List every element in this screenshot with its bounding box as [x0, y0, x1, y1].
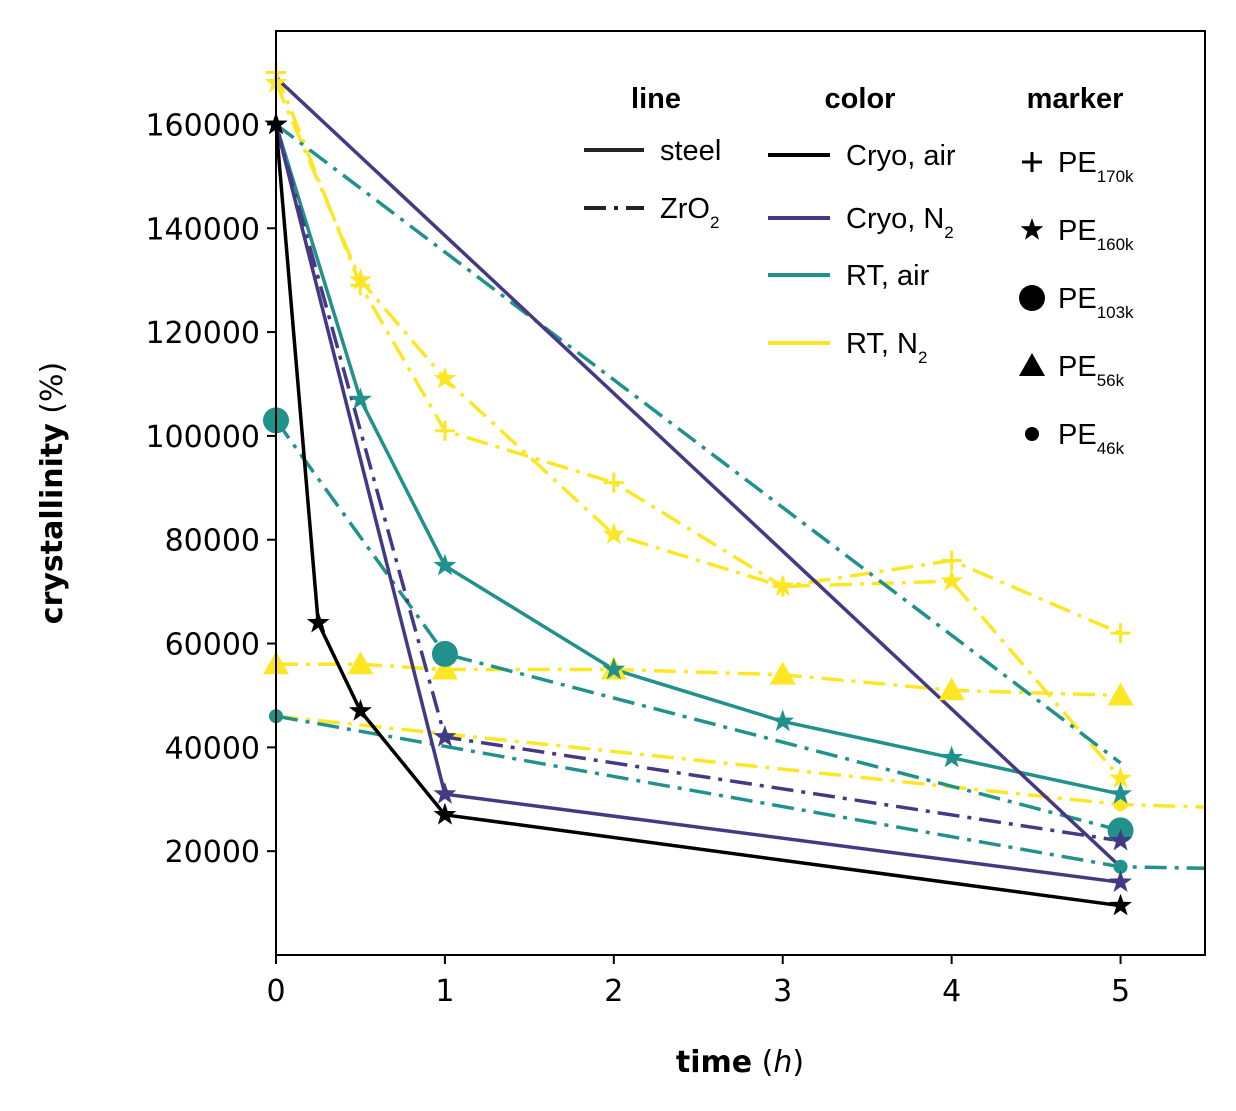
series-2-point [349, 268, 372, 290]
x-axis-ticks: 0 1 2 3 4 5 [266, 955, 1130, 1009]
legend-color-label: Cryo, N2 [846, 203, 954, 242]
series-6-point [940, 745, 963, 768]
series-3-point [347, 651, 374, 675]
x-tick-label: 1 [435, 974, 454, 1009]
series-6-point [771, 709, 795, 732]
x-axis-label: time (h) [676, 1045, 804, 1080]
series-line-2 [274, 82, 1122, 780]
series-7-point [431, 640, 458, 667]
y-tick-label: 40000 [165, 731, 260, 766]
series-12-point [349, 699, 372, 721]
series-12-point [1109, 893, 1132, 916]
series-line-12 [274, 124, 1121, 908]
series-2-point [602, 522, 626, 545]
y-tick-label: 20000 [165, 835, 260, 870]
series-line-8 [275, 714, 1206, 871]
legend-marker-swatch [1020, 218, 1044, 240]
y-tick-label: 100000 [145, 420, 260, 455]
legend-color-label: Cryo, air [846, 140, 956, 172]
series-3-point [938, 677, 965, 701]
series-6-point [1109, 782, 1132, 804]
series-10-point [433, 782, 457, 804]
series-12-point [433, 802, 457, 825]
legend-marker-swatch [1019, 285, 1045, 311]
series-2-point [940, 569, 963, 591]
series-1-point [941, 550, 962, 571]
legend-marker-swatch [1019, 353, 1045, 376]
series-1-point [603, 472, 624, 493]
legend-line-label: steel [660, 135, 721, 167]
legend-marker-label: PE103k [1058, 283, 1134, 322]
series-12-point [306, 610, 330, 633]
series-11-point [1109, 828, 1132, 851]
series-11-point [433, 725, 457, 747]
legend-header-marker: marker [1027, 83, 1124, 115]
legend-color-label: RT, N2 [846, 328, 927, 367]
legend-marker-label: PE56k [1058, 351, 1125, 390]
series-1-point [1110, 623, 1131, 644]
series-2-point [433, 366, 457, 389]
series-6-point [349, 387, 372, 410]
plot-frame [275, 30, 1206, 956]
series-line-7 [274, 419, 1121, 833]
series-3-point [431, 656, 458, 680]
series-2-point [771, 574, 795, 597]
plot-markers [263, 62, 1134, 916]
legend-header-color: color [825, 83, 896, 115]
x-tick-label: 5 [1111, 974, 1130, 1009]
series-line-9 [274, 76, 1122, 869]
plot-lines [274, 71, 1206, 908]
legend-marker-label: PE170k [1058, 147, 1134, 186]
legend-color-label: RT, air [846, 260, 930, 292]
series-6-point [602, 657, 626, 680]
y-tick-label: 140000 [145, 212, 260, 247]
series-2-point [1109, 766, 1132, 789]
x-tick-label: 2 [604, 974, 623, 1009]
x-tick-label: 3 [773, 974, 792, 1009]
y-tick-label: 60000 [165, 628, 260, 663]
legend: line steel ZrO2 color Cryo, air Cryo, N2 RT, a… [584, 83, 1134, 458]
legend-marker-label: PE160k [1058, 215, 1134, 254]
y-tick-label: 80000 [165, 524, 260, 559]
series-3-point [1107, 682, 1134, 706]
y-tick-label: 120000 [145, 316, 260, 351]
series-line-10 [274, 123, 1121, 885]
series-8-point [1113, 859, 1128, 874]
y-axis-label: crystallinity (%) [35, 362, 70, 624]
legend-marker-label: PE46k [1058, 419, 1125, 458]
series-6-point [433, 553, 457, 576]
x-tick-label: 4 [942, 974, 961, 1009]
series-10-point [1109, 870, 1132, 892]
series-line-5 [274, 123, 1122, 765]
y-axis-ticks: 20000 40000 60000 80000 100000 120000 140000 16… [145, 108, 276, 870]
series-1-point [434, 420, 455, 441]
legend-marker-swatch [1025, 427, 1039, 441]
legend-marker-swatch [1022, 152, 1042, 172]
x-tick-label: 0 [266, 974, 285, 1009]
series-3-point [769, 661, 796, 685]
y-tick-label: 160000 [145, 108, 260, 143]
legend-header-line: line [631, 83, 681, 115]
legend-line-label: ZrO2 [660, 193, 719, 232]
